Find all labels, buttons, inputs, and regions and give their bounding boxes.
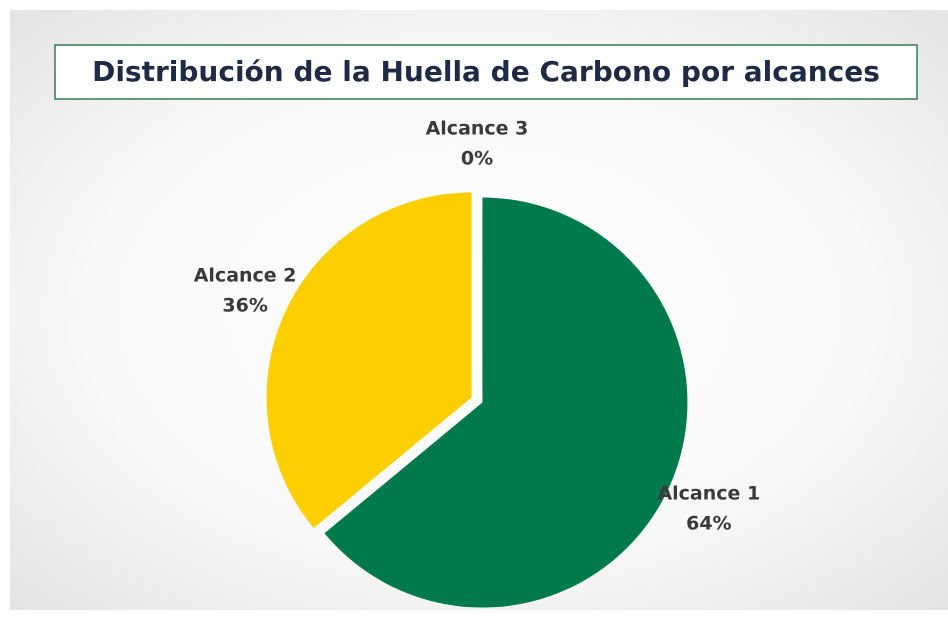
- pie-slice: [266, 192, 472, 529]
- slice-label: Alcance 3: [426, 117, 529, 139]
- slice-label: Alcance 2: [194, 264, 297, 286]
- slice-value-label: 0%: [461, 147, 493, 169]
- slice-value-label: 64%: [686, 513, 731, 535]
- chart-title: Distribución de la Huella de Carbono por…: [92, 55, 880, 88]
- slice-value-label: 36%: [222, 294, 267, 316]
- title-box: [54, 44, 918, 100]
- pie-slice: [324, 197, 688, 608]
- slice-label: Alcance 1: [657, 483, 760, 505]
